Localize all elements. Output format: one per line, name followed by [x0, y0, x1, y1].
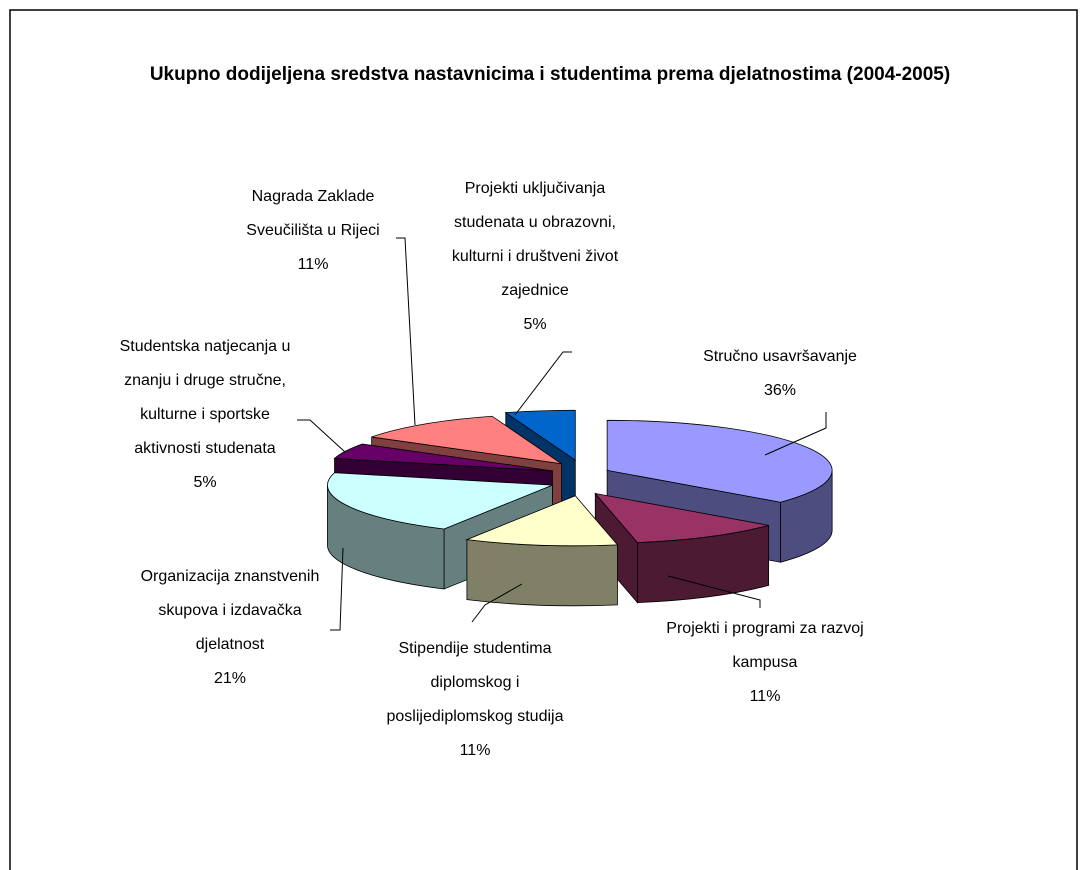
slice	[594, 492, 769, 544]
chart-title: Ukupno dodijeljena sredstva nastavnicima…	[149, 64, 951, 85]
value-label: 11%	[297, 256, 329, 273]
leader-line	[297, 419, 346, 453]
leader-line	[514, 351, 572, 416]
value-label: 36%	[763, 382, 797, 399]
slice	[327, 472, 553, 530]
data-label: Organizacija znanstvenih skupova i izdav…	[125, 560, 335, 696]
category-label: Stručno usavršavanje	[703, 348, 857, 365]
category-label: Nagrada Zaklade Sveučilišta u Rijeci	[246, 188, 380, 239]
slice	[606, 419, 833, 503]
data-label: Projekti uključivanja studenata u obrazo…	[435, 172, 635, 342]
data-label: Projekti i programi za razvoj kampusa 11%	[665, 612, 865, 714]
category-label: Studentska natjecanja u znanju i druge s…	[119, 338, 291, 457]
leader-line	[330, 547, 344, 631]
data-label: Nagrada Zaklade Sveučilišta u Rijeci 11%	[226, 180, 401, 282]
data-label: Stručno usavršavanje 36%	[680, 340, 880, 408]
leader-line	[667, 575, 761, 608]
category-label: Projekti uključivanja studenata u obrazo…	[451, 180, 619, 299]
value-label: 11%	[749, 688, 781, 705]
data-label: Studentska natjecanja u znanju i druge s…	[105, 330, 305, 500]
category-label: Projekti i programi za razvoj kampusa	[666, 620, 864, 671]
slice-side	[466, 539, 618, 607]
category-label: Organizacija znanstvenih skupova i izdav…	[140, 568, 320, 653]
slice	[465, 495, 619, 547]
leader-line	[764, 412, 827, 456]
leader-line	[471, 583, 523, 623]
leader-line	[396, 237, 416, 426]
value-label: 5%	[193, 474, 217, 491]
value-label: 21%	[213, 670, 247, 687]
data-label: Stipendije studentima diplomskog i posli…	[370, 632, 580, 768]
value-label: 5%	[523, 316, 547, 333]
slice	[504, 409, 576, 461]
slice	[333, 443, 553, 472]
category-label: Stipendije studentima diplomskog i posli…	[386, 640, 564, 725]
value-label: 11%	[459, 742, 491, 759]
slice	[371, 415, 562, 465]
